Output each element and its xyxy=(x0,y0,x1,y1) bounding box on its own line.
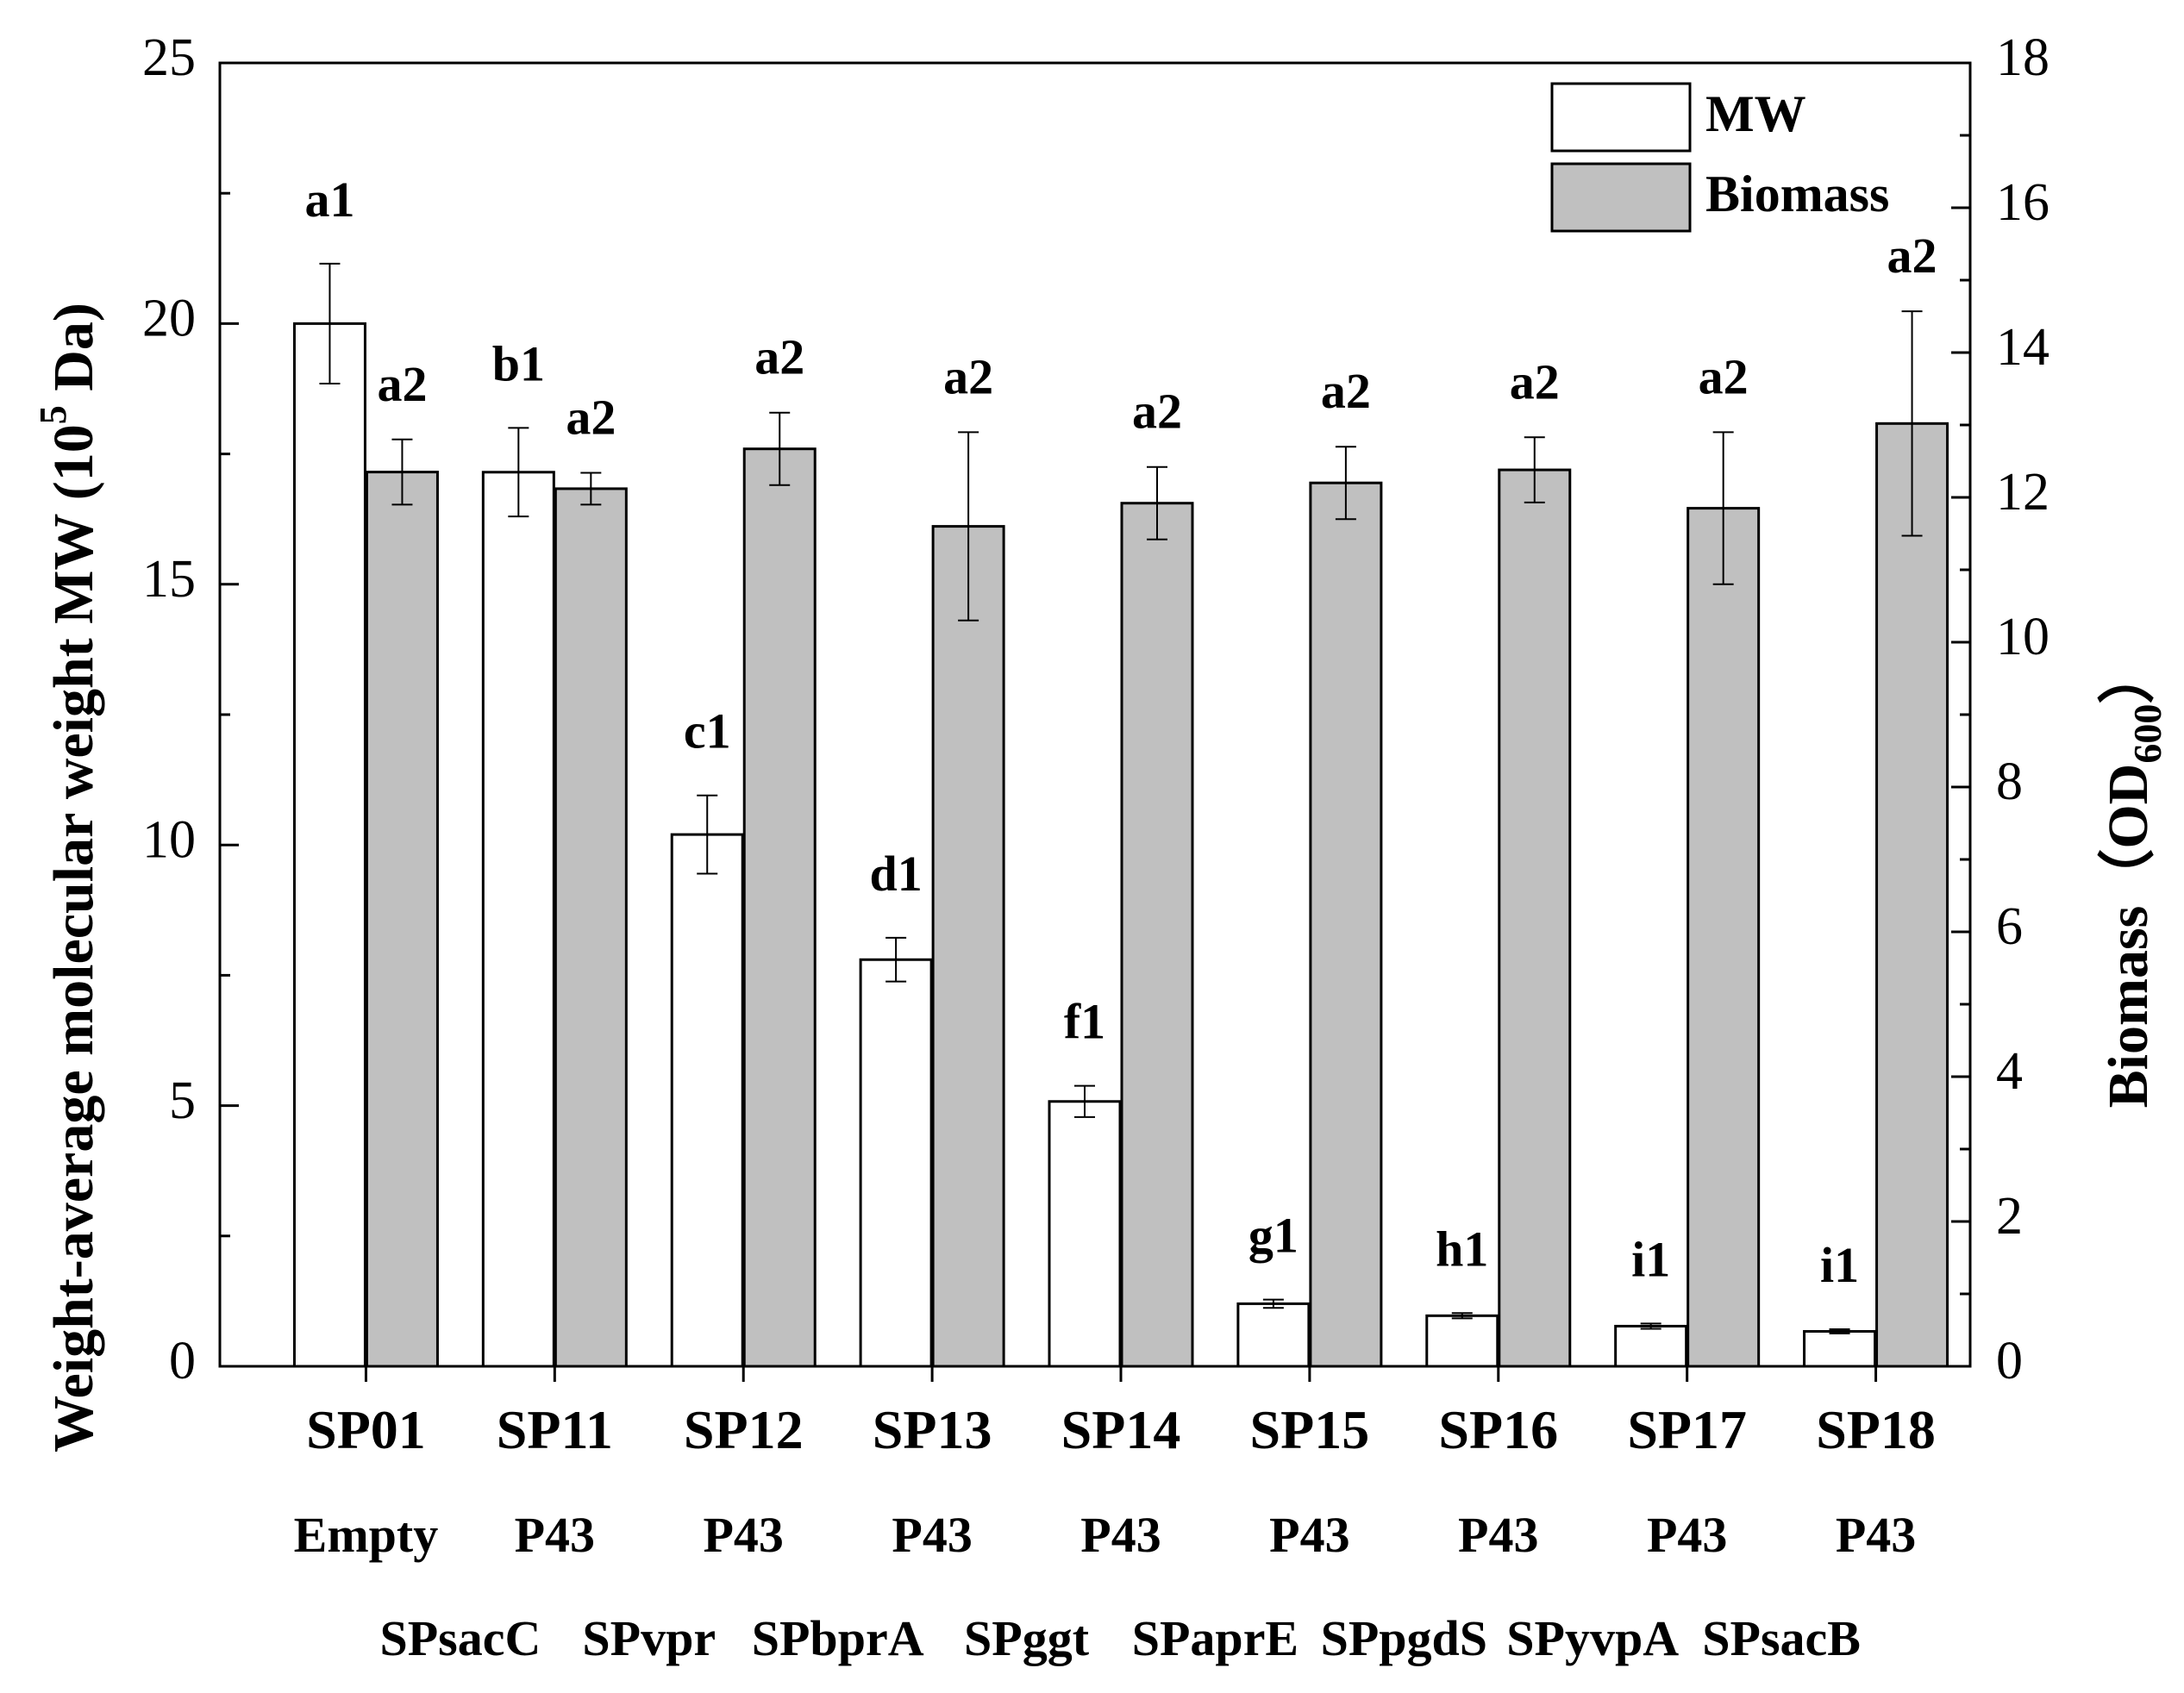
promoter-label: P43 xyxy=(515,1507,595,1563)
y-right-tick-label: 6 xyxy=(1996,897,2023,956)
legend-label-mw: MW xyxy=(1705,85,1806,142)
signal-peptide-label: SPsacB xyxy=(1702,1610,1861,1666)
chart-text: a1 a2 SP01 Empty b1 a2 SP11 P43 c1 a2 SP12 P43 d1 a2 S… xyxy=(294,82,1937,1666)
y-left-tick-label: 20 xyxy=(142,290,196,348)
bar-biomass-SP01 xyxy=(365,471,439,1368)
significance-label-biomass: a2 xyxy=(1510,353,1560,409)
y-axis-left-title-unit: Da) xyxy=(42,303,105,405)
legend-label-biomass: Biomass xyxy=(1705,166,1889,222)
bar-mw-SP14 xyxy=(1048,1100,1122,1368)
significance-label-biomass: a2 xyxy=(1132,384,1182,440)
y-right-tick-label: 2 xyxy=(1996,1187,2023,1246)
bar-mw-SP15 xyxy=(1236,1302,1311,1368)
y-right-tick-label: 0 xyxy=(1996,1332,2023,1390)
significance-label-mw: i1 xyxy=(1631,1231,1670,1287)
y-left-tick-label: 5 xyxy=(169,1071,196,1130)
bar-biomass-SP15 xyxy=(1309,481,1383,1368)
x-tick-label: SP01 xyxy=(306,1399,426,1460)
y-left-tick-label: 0 xyxy=(169,1332,196,1390)
error-bars-layer xyxy=(319,262,1923,1334)
significance-label-biomass: a2 xyxy=(754,329,804,385)
bar-biomass-SP17 xyxy=(1686,507,1761,1368)
significance-label-mw: g1 xyxy=(1248,1208,1299,1264)
x-tick-label: SP12 xyxy=(684,1399,804,1460)
promoter-label: Empty xyxy=(294,1507,439,1563)
legend-swatch-biomass xyxy=(1550,162,1692,233)
significance-label-biomass: a2 xyxy=(943,348,993,404)
significance-label-mw: h1 xyxy=(1436,1221,1488,1277)
significance-label-mw: f1 xyxy=(1064,994,1105,1050)
y-right-tick-label: 4 xyxy=(1996,1042,2023,1101)
bar-biomass-SP14 xyxy=(1120,502,1194,1368)
promoter-label: P43 xyxy=(704,1507,784,1563)
significance-label-biomass: a2 xyxy=(377,356,427,412)
significance-label-biomass: a2 xyxy=(1699,348,1749,404)
bars-layer xyxy=(292,322,1949,1368)
bar-mw-SP13 xyxy=(859,958,933,1368)
bar-biomass-SP16 xyxy=(1498,468,1572,1368)
y-axis-right-title: Biomass（OD600） xyxy=(2096,647,2168,1109)
signal-peptide-label: SPggt xyxy=(964,1610,1090,1666)
signal-peptide-label: SPaprE xyxy=(1132,1610,1299,1666)
y-axis-right-title-close: ） xyxy=(2096,647,2160,704)
signal-peptide-label: SPsacC xyxy=(379,1610,541,1666)
y-right-tick-label: 8 xyxy=(1996,753,2023,811)
significance-label-biomass: a2 xyxy=(1887,228,1937,284)
y-axis-left-title-sup: 5 xyxy=(32,405,74,424)
promoter-label: P43 xyxy=(1458,1507,1538,1563)
x-tick-label: SP14 xyxy=(1061,1399,1181,1460)
y-left-tick-label: 25 xyxy=(142,28,196,87)
promoter-label: P43 xyxy=(892,1507,972,1563)
promoter-label: P43 xyxy=(1647,1507,1727,1563)
bar-mw-SP12 xyxy=(670,833,744,1368)
y-axis-right-title-main: Biomass（OD xyxy=(2096,764,2160,1109)
bar-mw-SP01 xyxy=(292,322,366,1368)
promoter-label: P43 xyxy=(1836,1507,1916,1563)
bar-biomass-SP18 xyxy=(1875,422,1949,1368)
bar-biomass-SP11 xyxy=(554,487,628,1368)
bar-biomass-SP13 xyxy=(931,525,1005,1368)
axis-ticks: 0 5 10 15 20 25 0 2 4 6 8 10 12 14 16 18 xyxy=(142,28,2049,1390)
y-axis-left-title-main: Weight-average molecular weight MW (10 xyxy=(42,424,105,1452)
y-axis-left-title: Weight-average molecular weight MW (105 … xyxy=(32,303,105,1452)
y-axis-right-title-sub: 600 xyxy=(2125,704,2169,764)
y-right-tick-label: 16 xyxy=(1996,173,2049,232)
x-tick-label: SP17 xyxy=(1627,1399,1747,1460)
signal-peptide-label: SPyvpA xyxy=(1506,1610,1679,1666)
svg-text:Biomass（OD600）: Biomass（OD600） xyxy=(2096,647,2168,1109)
x-tick-label: SP18 xyxy=(1816,1399,1936,1460)
bar-biomass-SP12 xyxy=(742,447,817,1368)
y-left-tick-label: 15 xyxy=(142,550,196,609)
y-left-tick-label: 10 xyxy=(142,810,196,869)
significance-label-mw: c1 xyxy=(684,703,731,759)
y-right-tick-label: 10 xyxy=(1996,608,2049,666)
significance-label-mw: b1 xyxy=(492,335,545,391)
x-tick-label: SP16 xyxy=(1438,1399,1558,1460)
legend-swatch-mw xyxy=(1550,82,1692,153)
bar-mw-SP17 xyxy=(1614,1324,1688,1368)
significance-label-biomass: a2 xyxy=(1321,363,1371,419)
significance-label-mw: i1 xyxy=(1820,1237,1859,1293)
significance-label-biomass: a2 xyxy=(566,389,616,445)
bar-mw-SP11 xyxy=(481,471,555,1368)
signal-peptide-label: SPpgdS xyxy=(1321,1610,1487,1666)
significance-label-mw: d1 xyxy=(869,846,922,902)
signal-peptide-label: SPvpr xyxy=(582,1610,716,1666)
x-tick-label: SP13 xyxy=(873,1399,992,1460)
y-right-tick-label: 18 xyxy=(1996,28,2049,87)
y-right-tick-label: 12 xyxy=(1996,463,2049,522)
promoter-label: P43 xyxy=(1269,1507,1349,1563)
significance-label-mw: a1 xyxy=(304,172,354,228)
bar-mw-SP18 xyxy=(1803,1329,1877,1368)
x-tick-label: SP11 xyxy=(497,1399,613,1460)
x-tick-label: SP15 xyxy=(1250,1399,1370,1460)
bar-mw-SP16 xyxy=(1425,1314,1499,1368)
y-right-tick-label: 14 xyxy=(1996,318,2049,377)
promoter-label: P43 xyxy=(1080,1507,1161,1563)
svg-text:Weight-average molecular weigh: Weight-average molecular weight MW (105 … xyxy=(32,303,105,1452)
signal-peptide-label: SPbprA xyxy=(752,1610,924,1666)
